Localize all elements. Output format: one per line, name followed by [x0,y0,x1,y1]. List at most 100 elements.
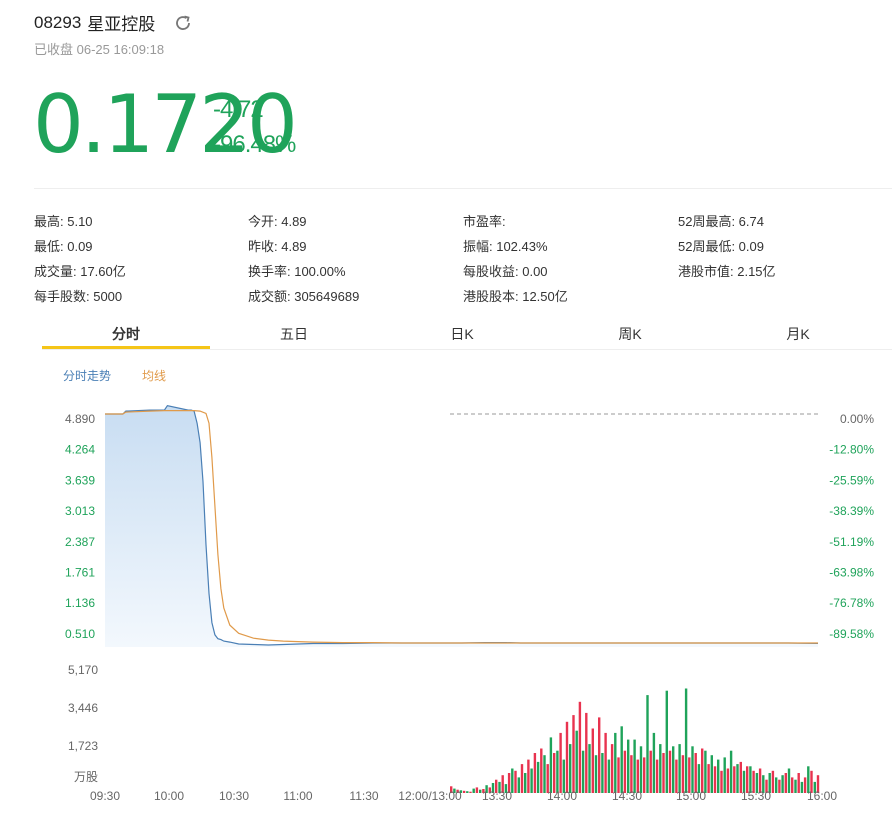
volume-bar [536,761,540,793]
volume-bar [643,757,646,793]
volume-bar [604,732,607,793]
volume-bar [614,732,617,793]
volume-bar [466,791,469,793]
volume-bar [475,787,479,793]
tab-five-day[interactable]: 五日 [280,326,308,342]
volume-bar [739,761,742,793]
time-tick-label: 10:00 [154,789,184,803]
volume-bar [752,770,755,793]
volume-unit-label: 万股 [74,770,98,784]
percent-tick-label: -76.78% [829,596,874,610]
volume-bar [559,732,562,793]
stat-high: 最高: 5.10 [34,214,93,229]
tab-intraday[interactable]: 分时 [112,326,140,342]
volume-bar [701,748,704,793]
volume-bar [729,750,733,793]
volume-bar [620,726,623,793]
volume-bars [450,688,820,793]
volume-bar [623,750,627,793]
volume-bar [787,768,791,793]
percent-tick-label: -51.19% [829,535,874,549]
series-line-trend [105,405,819,646]
volume-bar [681,755,685,793]
time-tick-label: 15:00 [676,789,706,803]
volume-bar [630,755,633,793]
series-line-average [105,410,818,644]
volume-bar [794,779,797,793]
volume-bar [655,759,659,793]
volume-bar [491,783,495,793]
time-tick-label: 11:00 [283,789,312,803]
volume-bar [691,746,694,793]
volume-bar [553,753,556,793]
volume-tick-label: 5,170 [68,663,98,677]
volume-bar [485,785,488,793]
volume-bar [617,757,620,793]
percent-tick-label: 0.00% [840,412,874,426]
volume-bar [543,755,546,793]
volume-bar [459,790,463,793]
volume-bar [697,764,701,793]
percent-tick-label: -38.39% [829,504,874,518]
volume-bar [479,789,482,793]
volume-bar [672,746,675,793]
stock-code: 08293 [34,12,82,32]
volume-bar [762,775,765,793]
intraday-chart: 4.890 4.264 3.639 3.013 2.387 1.761 1.136 0.510… [65,405,874,803]
volume-bar [765,779,768,793]
volume-bar [627,739,630,793]
volume-bar [713,766,717,793]
price-area-group [105,405,819,647]
volume-bar [717,759,720,793]
volume-tick-label: 1,723 [68,739,98,753]
price-tick-label: 3.013 [65,504,95,518]
current-price: 0.1720 [33,78,298,171]
volume-bar [469,791,472,793]
percent-tick-label: -89.58% [829,627,874,641]
price-tick-label: 1.761 [65,566,95,580]
stat-low: 最低: 0.09 [34,239,93,254]
time-tick-label: 10:30 [219,789,249,803]
volume-bar [450,786,453,793]
volume-bar [472,788,475,793]
percent-tick-label: -63.98% [829,566,874,580]
price-tick-label: 2.387 [65,535,95,549]
volume-bar [813,781,816,793]
volume-bar [781,775,784,793]
volume-bar [514,770,517,793]
stat-low52: 52周最低: 0.09 [678,239,764,254]
volume-bar [800,781,804,793]
volume-bar [588,744,591,793]
volume-bar [498,781,501,793]
stat-open: 今开: 4.89 [248,214,307,229]
volume-bar [758,768,762,793]
volume-bar [733,766,736,793]
time-tick-label: 09:30 [90,789,120,803]
volume-bar [816,775,820,793]
volume-bar [784,773,787,793]
volume-bar [520,764,524,793]
volume-bar [755,773,759,793]
tab-daily-k[interactable]: 日K [450,326,474,342]
stat-prev-close: 昨收: 4.89 [248,239,307,254]
price-tick-label: 0.510 [65,627,95,641]
refresh-icon[interactable] [173,13,193,33]
volume-bar [675,759,678,793]
volume-bar [810,770,813,793]
volume-bar [601,753,604,793]
price-tick-label: 1.136 [65,596,95,610]
volume-bar [684,688,688,793]
volume-bar [662,753,665,793]
chart-tabs: 分时 五日 日K 周K 月K [42,320,892,350]
volume-bar [646,695,649,793]
active-tab-underline [42,346,210,349]
time-tick-label: 11:30 [349,789,378,803]
tab-monthly-k[interactable]: 月K [786,326,810,342]
volume-bar [456,789,459,793]
volume-bar [736,764,739,793]
volume-bar [768,773,771,793]
volume-bar [665,690,668,793]
volume-bar [720,770,723,793]
tab-weekly-k[interactable]: 周K [618,326,642,342]
volume-bar [598,717,601,793]
